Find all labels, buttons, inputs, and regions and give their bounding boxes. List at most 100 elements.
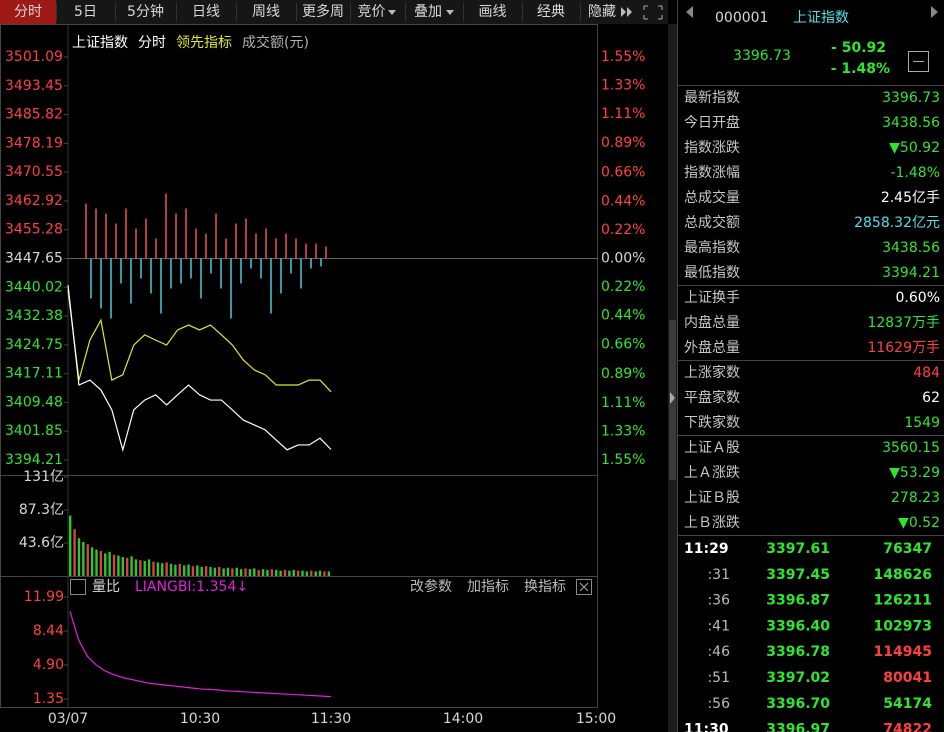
volume-tick-label: 131亿 [23,469,64,485]
expand-icon[interactable] [643,5,663,20]
ratio-indicator: LIANGBI:1.354↓ [135,579,248,595]
stock-name: 上证指数 [793,10,849,26]
stat-value: 3560.15 [882,440,940,456]
trade-time: :31 [707,567,730,583]
volume-bar [200,566,203,576]
stat-value: 3394.21 [882,265,940,281]
pct-tick-label: 0.22% [601,222,645,238]
pct-tick-label: 1.55% [601,452,645,468]
stat-value: 62 [922,390,940,406]
volume-bar [90,547,94,576]
stat-value: 12837万手 [867,315,940,331]
ratio-tick-label: 1.35 [33,691,64,707]
stat-label: 最新指数 [684,90,740,106]
volume-bar [288,570,291,576]
volume-bar [99,551,103,576]
volume-bar [301,570,304,576]
trade-volume: 76347 [883,541,932,557]
volume-bar [125,557,129,576]
volume-bar [73,529,76,576]
toolbar-tab[interactable]: 日线 [192,4,220,20]
volume-bar [182,565,186,576]
volume-bar [222,568,225,576]
volume-bar [275,569,278,576]
volume-bar [323,571,326,576]
price-tick-label: 3455.28 [5,222,63,238]
stat-label: 内盘总量 [684,314,740,331]
trade-time: 11:29 [684,541,729,557]
price-tick-label: 3409.48 [5,394,63,410]
next-button[interactable] [931,6,938,18]
toolbar-tab[interactable]: 经典 [537,4,565,20]
indicator-button[interactable]: 换指标 [524,578,566,595]
indicator-button[interactable]: 加指标 [467,579,509,595]
change-pct: - 1.48% [831,61,890,77]
volume-bar [283,569,287,576]
more-icon [621,7,632,17]
legend-item: 上证指数 [72,35,128,51]
volume-bar [209,566,212,576]
stat-label: 下跌家数 [684,414,740,431]
pct-tick-label: 0.22% [601,279,645,295]
price-tick-label: 3440.02 [5,279,63,295]
stock-code: 000001 [715,10,768,26]
change: - 50.92 [831,40,886,56]
volume-tick-label: 87.3亿 [19,502,64,518]
stat-value: 3438.56 [882,115,940,131]
price-tick-label: 3432.38 [5,308,63,324]
trade-price: 3397.45 [766,567,830,583]
volume-bar [108,551,111,576]
stat-value: 278.23 [891,490,940,506]
stat-value: 0.60% [896,290,940,306]
index-line [67,285,332,453]
leading-line [67,289,332,393]
toolbar-tab[interactable]: 5日 [74,4,97,20]
checkbox[interactable] [70,579,86,595]
volume-bar [165,562,168,576]
indicator-button[interactable]: 改参数 [410,578,452,595]
stat-label: 指数涨幅 [684,165,740,181]
dropdown-icon [446,10,454,15]
active-tab [0,0,56,24]
price-tick-label: 3424.75 [5,337,63,353]
close-button[interactable] [576,579,592,595]
stat-value: 484 [913,365,940,381]
volume-bar [310,570,313,576]
pct-tick-label: 1.55% [601,49,645,65]
price-tick-label: 3485.82 [5,107,63,123]
volume-bar [86,544,89,576]
volume-bar [213,567,217,576]
toolbar-tab[interactable]: 隐藏 [588,4,616,20]
collapse-arrow[interactable] [670,392,675,404]
toolbar-tab[interactable]: 画线 [479,4,507,20]
volume-bar [296,570,300,576]
volume-tick-label: 43.6亿 [19,535,64,551]
pct-tick-label: 0.44% [601,308,645,324]
volume-bar [130,556,133,576]
stat-label: 最高指数 [684,239,740,256]
price-tick-label: 3470.55 [5,164,63,180]
toolbar [0,0,668,24]
trade-price: 3396.78 [766,644,830,660]
pct-tick-label: 0.44% [601,193,645,209]
toolbar-tab[interactable]: 叠加 [414,4,442,20]
trade-time: :56 [707,696,730,712]
toolbar-tab[interactable]: 周线 [252,4,280,20]
stat-label: 上Ｂ涨跌 [684,515,740,531]
prev-button[interactable] [686,6,693,18]
toolbar-tab[interactable]: 5分钟 [127,3,164,20]
stat-label: 总成交额 [684,214,740,231]
volume-bar [327,571,331,576]
volume-bar [318,570,322,576]
volume-bar [270,569,274,576]
stat-label: 平盘家数 [684,389,740,406]
x-tick-label: 03/07 [48,711,88,727]
toolbar-tab[interactable]: 更多周 [302,3,344,20]
minimize-button[interactable] [908,51,929,72]
volume-bar [143,560,146,576]
toolbar-tab[interactable]: 分时 [14,4,42,20]
volume-bar [69,515,72,576]
toolbar-tab[interactable]: 竞价 [358,3,386,20]
volume-bar [248,569,252,576]
stat-value: 2858.32亿元 [854,215,940,231]
